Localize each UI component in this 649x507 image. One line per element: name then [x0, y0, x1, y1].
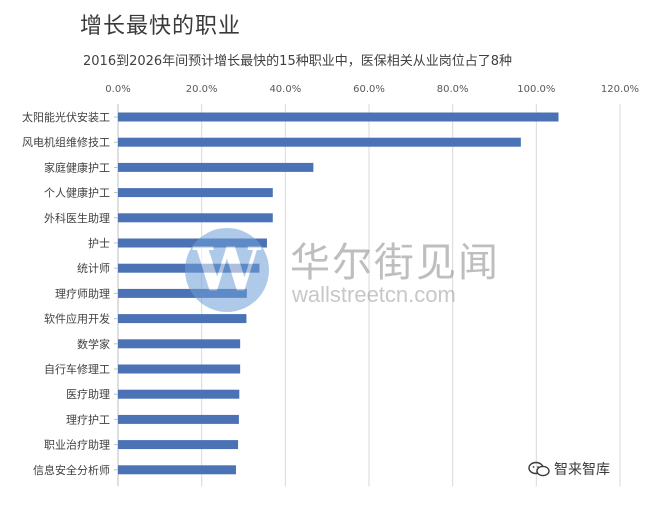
x-tick-label: 80.0%	[437, 84, 469, 95]
category-label: 软件应用开发	[44, 312, 110, 326]
category-label: 家庭健康护工	[44, 160, 110, 174]
category-label: 理疗护工	[66, 412, 110, 426]
bar	[118, 238, 267, 248]
category-label: 信息安全分析师	[33, 463, 110, 477]
category-label: 护士	[88, 236, 110, 250]
category-label: 医疗助理	[66, 387, 110, 401]
x-tick-label: 20.0%	[186, 84, 218, 95]
category-label: 个人健康护工	[44, 186, 110, 200]
category-label: 职业治疗助理	[44, 438, 110, 452]
wechat-icon	[528, 461, 550, 477]
source-label: 智来智库	[554, 462, 610, 478]
bar	[118, 339, 241, 349]
chart-title: 增长最快的职业	[80, 14, 242, 39]
bar	[118, 440, 239, 450]
bar	[118, 112, 559, 122]
bar	[118, 162, 314, 172]
category-label: 统计师	[77, 262, 110, 275]
x-tick-label: 40.0%	[269, 84, 301, 95]
bar	[118, 389, 240, 399]
x-tick-label: 0.0%	[105, 84, 130, 95]
bar	[118, 137, 521, 147]
bar	[118, 288, 247, 298]
bar	[118, 465, 236, 475]
x-tick-label: 120.0%	[601, 84, 639, 95]
category-label: 风电机组维修技工	[22, 135, 110, 149]
x-tick-label: 100.0%	[517, 84, 555, 95]
bar	[118, 213, 273, 223]
source-credit: 智来智库	[528, 459, 610, 479]
category-label: 数学家	[77, 337, 110, 351]
bar	[118, 263, 260, 273]
category-label: 太阳能光伏安装工	[22, 110, 110, 124]
category-label: 外科医生助理	[44, 211, 110, 225]
category-label: 理疗师助理	[55, 286, 110, 300]
bar	[118, 364, 241, 374]
chart-subtitle: 2016到2026年间预计增长最快的15种职业中，医保相关从业岗位占了8种	[83, 54, 512, 69]
bar	[118, 188, 273, 198]
x-tick-label: 60.0%	[353, 84, 385, 95]
category-label: 自行车修理工	[44, 362, 110, 376]
bar	[118, 314, 247, 324]
bar	[118, 414, 239, 424]
